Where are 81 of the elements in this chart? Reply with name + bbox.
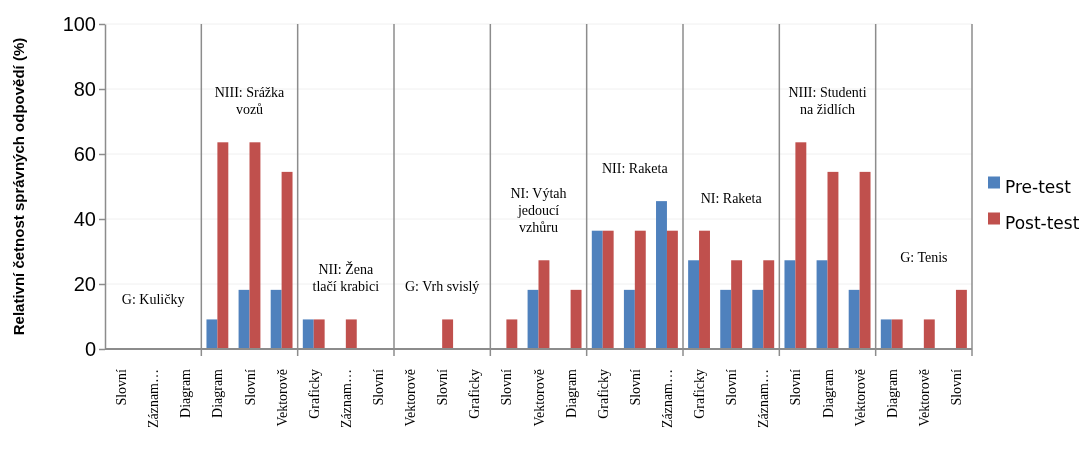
x-tick-label: Diagram — [210, 368, 226, 418]
bar — [763, 260, 775, 349]
bar — [752, 289, 764, 349]
legend-label: Post-test — [1005, 212, 1080, 233]
bar — [591, 230, 603, 349]
x-tick-label: Vektorově — [852, 369, 868, 427]
y-tick-label: 80 — [73, 77, 96, 100]
bar — [720, 289, 732, 349]
bar — [827, 171, 839, 349]
x-tick-label: Diagram — [884, 368, 900, 418]
y-tick-label: 0 — [84, 337, 96, 360]
bar — [816, 260, 828, 349]
x-tick-label: Slovní — [788, 368, 804, 406]
bar — [784, 260, 796, 349]
annotation: NI: Výtah jedoucí vzhůru — [510, 186, 567, 236]
x-tick-label: Záznam… — [659, 369, 675, 429]
bar — [506, 319, 518, 349]
bar — [848, 289, 860, 349]
annotation: NII: Raketa — [601, 161, 669, 177]
bar — [731, 260, 743, 349]
annotation: G: Kuličky — [121, 292, 185, 307]
annotation: NIII: Srážka vozů — [214, 85, 286, 118]
bar — [281, 171, 293, 349]
bar — [666, 230, 678, 349]
y-axis-title: Relativní četnost správných odpovědí (%) — [10, 37, 27, 336]
x-tick-label: Diagram — [820, 368, 836, 418]
bar — [249, 142, 261, 349]
bar — [270, 289, 282, 349]
x-tick-label: Záznam… — [756, 369, 772, 429]
bar — [891, 319, 903, 349]
x-tick-label: Záznam… — [146, 369, 162, 429]
x-tick-label: Vektorově — [403, 369, 419, 427]
x-tick-label: Diagram — [563, 368, 579, 418]
x-tick-label: Graficky — [595, 369, 611, 419]
bar — [206, 319, 218, 349]
x-tick-label: Slovní — [114, 368, 130, 406]
x-tick-label: Slovní — [948, 368, 964, 406]
bar — [688, 260, 700, 349]
x-tick-label: Graficky — [692, 369, 708, 419]
x-tick-label: Slovní — [627, 368, 643, 406]
bar — [302, 319, 314, 349]
bar — [238, 289, 250, 349]
x-tick-label: Slovní — [724, 368, 740, 406]
bar — [656, 201, 667, 349]
bar — [923, 319, 935, 349]
bar — [570, 289, 582, 349]
bar — [699, 230, 710, 349]
bar — [859, 171, 871, 349]
annotation: NIII: Studenti na židlích — [788, 85, 867, 118]
annotation: NII: Žena tlačí krabici — [312, 261, 380, 295]
x-tick-label: Vektorově — [274, 369, 290, 427]
x-tick-label: Graficky — [467, 369, 483, 419]
bar — [538, 260, 550, 349]
y-tick-label: 60 — [73, 142, 96, 165]
bar — [217, 142, 229, 349]
x-tick-label: Záznam… — [338, 369, 354, 429]
x-tick-label: Slovní — [370, 368, 386, 406]
bar — [634, 230, 646, 349]
legend-label: Pre-test — [1005, 176, 1072, 197]
bar — [880, 319, 892, 349]
x-tick-label: Slovní — [242, 368, 258, 406]
x-tick-label: Diagram — [178, 368, 194, 418]
annotation: G: Tenis — [900, 249, 948, 265]
x-tick-label: Slovní — [499, 368, 515, 406]
bar — [313, 319, 325, 349]
bar — [623, 289, 635, 349]
bar — [795, 142, 807, 349]
annotation: G: Vrh svislý — [404, 279, 480, 295]
bar — [527, 289, 539, 349]
y-tick-label: 100 — [62, 12, 96, 35]
x-tick-label: Vektorově — [916, 369, 932, 427]
x-tick-label: Slovní — [435, 368, 451, 406]
bar — [442, 319, 454, 349]
bar — [602, 230, 614, 349]
bar — [345, 319, 357, 349]
annotation: NI: Raketa — [700, 190, 763, 206]
y-tick-label: 40 — [73, 207, 96, 230]
x-tick-label: Vektorově — [531, 369, 547, 427]
y-tick-label: 20 — [73, 272, 96, 295]
bar — [955, 289, 967, 349]
x-tick-label: Graficky — [306, 369, 322, 419]
